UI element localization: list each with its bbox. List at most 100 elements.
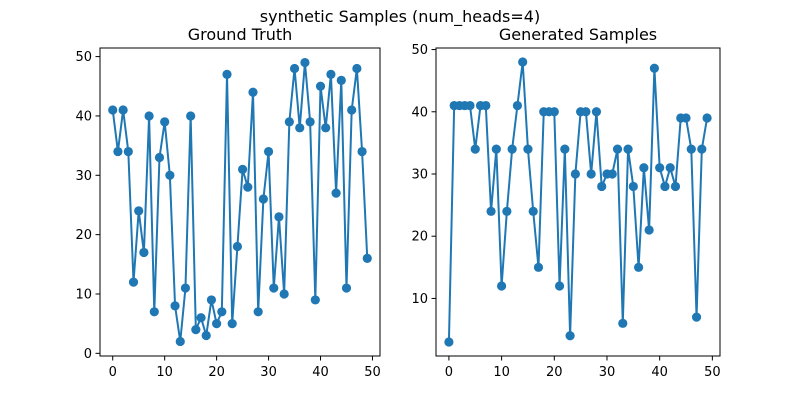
ground-truth-xtick-label-50: 50 (364, 365, 381, 380)
ground-truth-xtick-label-10: 10 (156, 365, 173, 380)
ground-truth-ytick-label-0: 0 (84, 347, 92, 362)
generated-samples-ytick-label-40: 40 (411, 105, 428, 120)
generated-samples-point-12 (507, 144, 517, 154)
ground-truth-point-49 (362, 253, 372, 263)
generated-samples-point-32 (612, 144, 623, 154)
ground-truth-ytick-label-30: 30 (75, 169, 92, 184)
generated-samples-point-24 (570, 169, 580, 179)
ground-truth-ytick-label-20: 20 (75, 228, 92, 243)
ground-truth-point-22 (222, 69, 232, 80)
ground-truth-ytick-label-40: 40 (75, 109, 92, 124)
generated-samples-point-41 (660, 181, 670, 192)
ground-truth-point-13 (175, 336, 185, 347)
generated-samples-point-45 (681, 113, 691, 123)
ground-truth-point-16 (191, 324, 201, 335)
generated-samples-point-21 (554, 281, 565, 291)
generated-samples-point-10 (497, 281, 507, 291)
generated-samples-ytick-label-50: 50 (411, 43, 428, 58)
generated-samples-title: Generated Samples (499, 25, 657, 44)
generated-samples-xtick-label-50: 50 (704, 365, 721, 380)
generated-samples-point-47 (691, 312, 702, 322)
generated-samples-point-7 (481, 100, 491, 111)
ground-truth-point-29 (258, 194, 268, 204)
generated-samples-xtick-label-30: 30 (599, 365, 616, 380)
ground-truth-point-0 (108, 105, 118, 115)
ground-truth-point-37 (300, 57, 310, 68)
ground-truth-ytick-label-50: 50 (75, 50, 92, 65)
generated-samples-point-39 (649, 63, 660, 73)
ground-truth-point-38 (305, 117, 315, 127)
generated-samples-ytick-label-30: 30 (411, 168, 428, 183)
generated-samples-point-9 (491, 144, 501, 154)
generated-samples-point-23 (565, 331, 575, 341)
ground-truth-axes-frame (99, 47, 381, 357)
generated-samples-point-40 (655, 163, 665, 173)
ground-truth-point-15 (186, 111, 196, 121)
generated-samples-point-0 (444, 337, 454, 347)
generated-samples-point-49 (702, 113, 712, 123)
ground-truth-point-31 (269, 283, 279, 293)
ground-truth-point-32 (274, 212, 284, 222)
generated-samples-point-37 (639, 163, 649, 173)
ground-truth-point-36 (295, 123, 305, 133)
generated-samples-xtick-label-10: 10 (493, 365, 510, 380)
ground-truth-point-23 (227, 319, 237, 329)
ground-truth-point-5 (134, 206, 144, 216)
generated-samples-point-42 (665, 163, 675, 173)
ground-truth-point-9 (154, 152, 165, 163)
ground-truth-point-46 (347, 105, 357, 115)
ground-truth-xtick-label-30: 30 (260, 365, 277, 380)
ground-truth-xtick-label-20: 20 (208, 365, 225, 380)
generated-samples-point-13 (512, 100, 523, 111)
ground-truth-point-34 (284, 117, 294, 127)
ground-truth-point-33 (279, 289, 289, 299)
ground-truth-series-line (111, 61, 369, 343)
chart-generated-samples: Generated Samples 0 10 20 30 40 50 10 20 30 40 50 (411, 25, 720, 380)
ground-truth-point-48 (357, 146, 367, 157)
ground-truth-point-3 (123, 146, 133, 157)
ground-truth-point-19 (206, 295, 217, 305)
generated-samples-point-4 (465, 100, 475, 111)
generated-samples-point-48 (697, 144, 707, 154)
generated-samples-point-29 (597, 181, 607, 192)
generated-samples-point-43 (670, 181, 681, 192)
generated-samples-point-35 (628, 181, 638, 192)
generated-samples-xtick-label-0: 0 (445, 365, 453, 380)
generated-samples-point-8 (486, 206, 496, 216)
ground-truth-point-25 (238, 164, 248, 174)
ground-truth-point-4 (128, 277, 139, 287)
generated-samples-point-15 (523, 144, 533, 154)
ground-truth-xtick-label-40: 40 (312, 365, 329, 380)
ground-truth-point-14 (180, 283, 191, 293)
generated-samples-point-28 (591, 107, 602, 117)
chart-ground-truth: Ground Truth 0 10 20 30 40 50 0 10 20 30 40 50 (75, 25, 380, 380)
ground-truth-point-11 (165, 170, 175, 180)
ground-truth-title: Ground Truth (188, 25, 293, 44)
generated-samples-ytick-label-20: 20 (411, 230, 428, 245)
ground-truth-ytick-label-10: 10 (75, 287, 92, 302)
ground-truth-point-28 (253, 307, 263, 317)
generated-samples-point-17 (533, 262, 544, 272)
generated-samples-axes-frame (435, 47, 721, 357)
generated-samples-point-38 (644, 225, 654, 235)
ground-truth-point-1 (113, 146, 123, 157)
ground-truth-point-17 (196, 313, 206, 323)
ground-truth-point-7 (144, 111, 154, 121)
ground-truth-point-42 (326, 69, 336, 80)
generated-samples-xtick-label-40: 40 (651, 365, 668, 380)
ground-truth-point-43 (331, 188, 341, 198)
ground-truth-point-40 (315, 81, 326, 91)
generated-samples-point-20 (549, 107, 559, 117)
generated-samples-point-36 (633, 262, 644, 272)
ground-truth-point-6 (139, 247, 149, 258)
generated-samples-point-34 (623, 144, 633, 154)
ground-truth-point-24 (232, 241, 242, 252)
ground-truth-point-47 (352, 63, 362, 74)
generated-samples-point-26 (581, 107, 591, 117)
generated-samples-point-5 (470, 144, 480, 154)
generated-samples-point-31 (607, 169, 617, 179)
ground-truth-point-21 (217, 307, 227, 317)
figure-suptitle: synthetic Samples (num_heads=4) (260, 7, 540, 27)
